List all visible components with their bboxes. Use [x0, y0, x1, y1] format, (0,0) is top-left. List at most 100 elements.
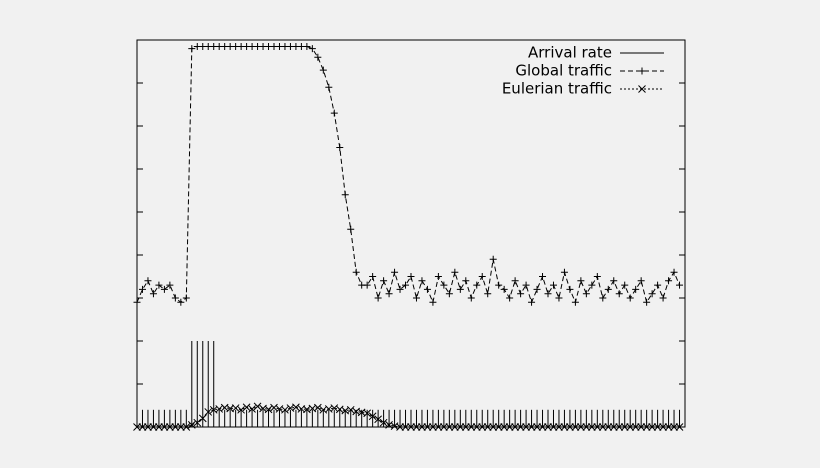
- marker: [346, 405, 355, 414]
- marker: [511, 423, 519, 431]
- marker: [407, 273, 415, 280]
- marker: [445, 290, 453, 298]
- marker: [527, 423, 536, 431]
- marker: [670, 268, 678, 276]
- marker: [549, 423, 558, 431]
- marker: [642, 423, 651, 431]
- marker: [483, 423, 492, 431]
- marker: [638, 85, 646, 93]
- marker: [555, 294, 563, 302]
- series-line: [137, 405, 680, 428]
- marker: [402, 281, 410, 289]
- marker: [500, 285, 508, 293]
- marker: [144, 277, 152, 285]
- marker: [478, 273, 486, 280]
- marker: [149, 290, 157, 298]
- marker: [571, 423, 580, 431]
- marker: [582, 423, 591, 431]
- marker: [620, 423, 629, 431]
- marker: [675, 423, 684, 431]
- marker: [473, 281, 481, 289]
- marker: [396, 285, 404, 293]
- marker: [621, 281, 629, 289]
- marker: [577, 277, 585, 285]
- marker: [418, 423, 426, 431]
- marker: [516, 423, 525, 431]
- marker: [347, 225, 355, 233]
- marker: [242, 403, 251, 412]
- marker: [489, 423, 498, 431]
- marker: [533, 285, 541, 293]
- marker: [511, 277, 519, 285]
- marker: [391, 268, 399, 276]
- marker: [363, 281, 371, 289]
- marker: [472, 423, 481, 431]
- marker: [609, 423, 618, 431]
- marker: [336, 144, 344, 151]
- marker: [281, 405, 289, 414]
- marker: [155, 281, 163, 289]
- marker: [407, 423, 415, 431]
- marker: [604, 285, 612, 293]
- legend-label: Arrival rate: [528, 44, 612, 62]
- marker: [582, 290, 590, 298]
- marker: [538, 423, 547, 431]
- marker: [659, 294, 667, 302]
- marker: [434, 423, 443, 431]
- marker: [166, 423, 174, 431]
- marker: [676, 281, 684, 289]
- marker: [401, 423, 410, 431]
- marker: [374, 415, 382, 424]
- marker: [412, 294, 420, 302]
- marker: [533, 423, 541, 431]
- marker: [396, 423, 404, 431]
- marker: [598, 423, 607, 431]
- marker: [610, 277, 618, 285]
- marker: [505, 423, 514, 431]
- marker: [440, 281, 448, 289]
- marker: [654, 281, 662, 289]
- marker: [385, 290, 393, 298]
- legend-label: Eulerian traffic: [502, 80, 612, 98]
- marker: [478, 423, 487, 431]
- legend-label: Global traffic: [515, 62, 612, 80]
- marker: [429, 423, 437, 431]
- marker: [187, 420, 196, 429]
- marker: [451, 268, 459, 276]
- marker: [560, 268, 568, 276]
- marker: [292, 403, 300, 412]
- marker: [182, 423, 191, 431]
- marker: [352, 268, 360, 276]
- marker: [659, 423, 667, 431]
- marker: [467, 294, 475, 302]
- marker: [434, 273, 442, 280]
- marker: [665, 277, 673, 285]
- marker: [631, 423, 640, 431]
- marker: [494, 423, 503, 431]
- marker: [648, 290, 656, 298]
- marker: [555, 423, 563, 431]
- marker: [264, 405, 273, 414]
- marker: [182, 294, 190, 302]
- marker: [539, 273, 547, 280]
- marker: [615, 423, 624, 431]
- marker: [544, 423, 552, 431]
- marker: [379, 418, 388, 427]
- marker: [138, 423, 147, 431]
- marker: [133, 423, 141, 431]
- marker: [522, 423, 530, 431]
- marker: [615, 290, 623, 298]
- marker: [177, 298, 185, 306]
- marker: [166, 281, 174, 289]
- marker: [604, 423, 613, 431]
- marker: [643, 298, 651, 306]
- marker: [308, 45, 316, 53]
- marker: [374, 294, 382, 302]
- marker: [313, 403, 322, 412]
- marker: [176, 423, 185, 431]
- marker: [495, 281, 503, 289]
- marker: [566, 423, 574, 431]
- marker: [429, 298, 437, 306]
- marker: [204, 408, 213, 416]
